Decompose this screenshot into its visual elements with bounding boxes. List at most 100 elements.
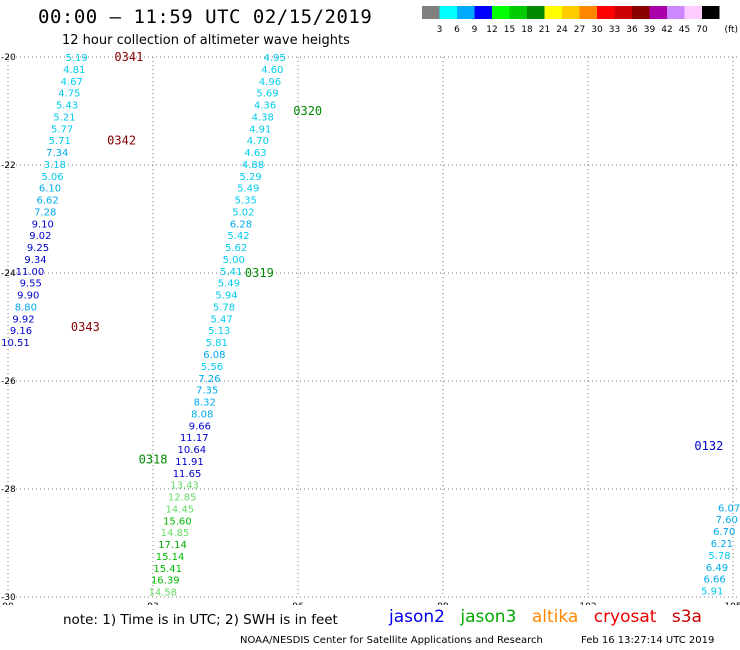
satellite-cryosat: cryosat bbox=[593, 607, 657, 627]
pass-time-label: 0343 bbox=[71, 320, 100, 334]
wave-height-reading: 12.85 bbox=[168, 493, 197, 504]
legend-unit: (ft) bbox=[724, 25, 738, 34]
legend-tick-label: 45 bbox=[679, 25, 690, 34]
wave-height-reading: 6.66 bbox=[703, 575, 725, 586]
footer-note: note: 1) Time is in UTC; 2) SWH is in fe… bbox=[63, 612, 338, 628]
wave-height-reading: 15.41 bbox=[153, 564, 182, 575]
legend-tick-label: 24 bbox=[556, 25, 568, 34]
wave-height-reading: 7.34 bbox=[46, 148, 68, 159]
wave-height-reading: 14.85 bbox=[161, 528, 190, 539]
legend-tick-label: 15 bbox=[504, 25, 515, 34]
wave-height-reading: 13.43 bbox=[170, 481, 199, 492]
wave-height-reading: 4.75 bbox=[58, 89, 80, 100]
wave-height-reading: 5.77 bbox=[51, 124, 73, 135]
legend-tick-label: 39 bbox=[644, 25, 656, 34]
wave-height-reading: 6.28 bbox=[230, 219, 252, 230]
legend-swatch bbox=[597, 6, 615, 19]
legend-swatch bbox=[702, 6, 720, 19]
legend-swatch bbox=[492, 6, 510, 19]
wave-height-reading: 10.51 bbox=[1, 338, 30, 349]
wave-height-reading: 5.41 bbox=[220, 267, 242, 278]
lon-tick-label: 102 bbox=[579, 602, 596, 605]
wave-height-reading: 4.81 bbox=[63, 65, 85, 76]
pass-time-label: 0132 bbox=[694, 439, 723, 453]
wave-height-reading: 5.29 bbox=[239, 172, 261, 183]
wave-height-reading: 11.17 bbox=[180, 433, 209, 444]
wave-height-reading: 5.78 bbox=[708, 551, 730, 562]
wave-height-reading: 9.34 bbox=[24, 255, 46, 266]
legend-tick-label: 9 bbox=[472, 25, 478, 34]
wave-height-reading: 5.06 bbox=[41, 172, 63, 183]
wave-height-reading: 6.49 bbox=[706, 563, 728, 574]
legend-tick-label: 12 bbox=[486, 25, 497, 34]
legend-swatch bbox=[579, 6, 597, 19]
pass-time-label: 0317 bbox=[59, 604, 88, 606]
wave-height-reading: 7.26 bbox=[198, 374, 220, 385]
wave-height-reading: 4.60 bbox=[261, 65, 283, 76]
wave-height-reading: 9.92 bbox=[12, 314, 34, 325]
legend-swatch bbox=[614, 6, 632, 19]
legend-swatch bbox=[422, 6, 440, 19]
wave-height-reading: 14.45 bbox=[165, 504, 194, 515]
wave-height-reading: 4.63 bbox=[244, 148, 266, 159]
legend-swatch bbox=[667, 6, 685, 19]
legend-tick-label: 6 bbox=[454, 25, 460, 34]
legend-tick-label: 30 bbox=[591, 25, 603, 34]
satellite-jason2: jason2 bbox=[389, 607, 445, 627]
lon-tick-label: 90 bbox=[2, 602, 14, 605]
legend-swatch bbox=[439, 6, 457, 19]
satellite-jason3: jason3 bbox=[460, 607, 517, 627]
wave-height-reading: 9.55 bbox=[20, 279, 42, 290]
wave-height-reading: 11.65 bbox=[173, 469, 202, 480]
wave-height-reading: 4.88 bbox=[242, 160, 264, 171]
lat-tick-label: -22 bbox=[1, 161, 16, 171]
wave-height-reading: 5.94 bbox=[215, 291, 237, 302]
satellite-legend: jason2 jason3 altika cryosat s3a bbox=[389, 607, 712, 627]
satellite-altika: altika bbox=[531, 607, 579, 627]
wave-height-reading: 5.42 bbox=[227, 231, 249, 242]
wave-height-reading: 8.08 bbox=[191, 409, 213, 420]
wave-height-reading: 5.19 bbox=[65, 53, 87, 64]
wave-height-reading: 11.91 bbox=[175, 457, 204, 468]
wave-height-reading: 14.58 bbox=[149, 588, 178, 599]
color-legend: 3 6 9 12 15 18 21 24 27 30 33 36 39 42 45 70 (ft) bbox=[422, 6, 738, 34]
footer-timestamp: Feb 16 13:27:14 UTC 2019 bbox=[581, 635, 715, 646]
wave-height-reading: 7.28 bbox=[34, 207, 56, 218]
wave-height-reading: 5.49 bbox=[218, 279, 240, 290]
wave-height-reading: 4.36 bbox=[254, 101, 276, 112]
wave-height-reading: 5.00 bbox=[223, 255, 245, 266]
wave-height-reading: 9.90 bbox=[17, 291, 39, 302]
legend-tick-label: 33 bbox=[609, 25, 620, 34]
wave-height-reading: 4.38 bbox=[252, 112, 274, 123]
wave-height-reading: 6.08 bbox=[203, 350, 225, 361]
lat-tick-label: -28 bbox=[1, 485, 16, 495]
wave-height-reading: 4.70 bbox=[247, 136, 269, 147]
wave-height-reading: 6.62 bbox=[36, 196, 58, 207]
pass-time-label: 0318 bbox=[139, 452, 168, 466]
legend-tick-label: 42 bbox=[661, 25, 672, 34]
lat-tick-label: -30 bbox=[1, 593, 16, 603]
legend-swatch bbox=[544, 6, 562, 19]
legend-tick-label: 27 bbox=[574, 25, 585, 34]
wave-height-reading: 9.02 bbox=[29, 231, 51, 242]
legend-tick-label: 3 bbox=[437, 25, 443, 34]
wave-height-reading: 15.14 bbox=[156, 552, 185, 563]
wave-height-reading: 9.16 bbox=[10, 326, 32, 337]
legend-swatch bbox=[509, 6, 527, 19]
wave-height-reading: 17.14 bbox=[158, 540, 187, 551]
wave-height-reading: 5.02 bbox=[232, 207, 254, 218]
legend-swatch bbox=[632, 6, 650, 19]
wave-height-reading: 16.39 bbox=[151, 576, 180, 587]
wave-height-reading: 7.60 bbox=[716, 515, 738, 526]
lon-tick-label: 105 bbox=[724, 602, 740, 605]
legend-swatch bbox=[649, 6, 667, 19]
wave-height-reading: 5.49 bbox=[237, 184, 259, 195]
wave-height-reading: 11.00 bbox=[16, 267, 45, 278]
pass-time-label: 0131 bbox=[632, 604, 661, 606]
pass-time-label: 0319 bbox=[245, 266, 274, 280]
wave-height-reading: 15.60 bbox=[163, 516, 192, 527]
legend-swatch bbox=[684, 6, 702, 19]
legend-tick-label: 21 bbox=[539, 25, 550, 34]
wave-height-reading: 5.21 bbox=[53, 112, 75, 123]
wave-height-reading: 4.95 bbox=[264, 53, 286, 64]
